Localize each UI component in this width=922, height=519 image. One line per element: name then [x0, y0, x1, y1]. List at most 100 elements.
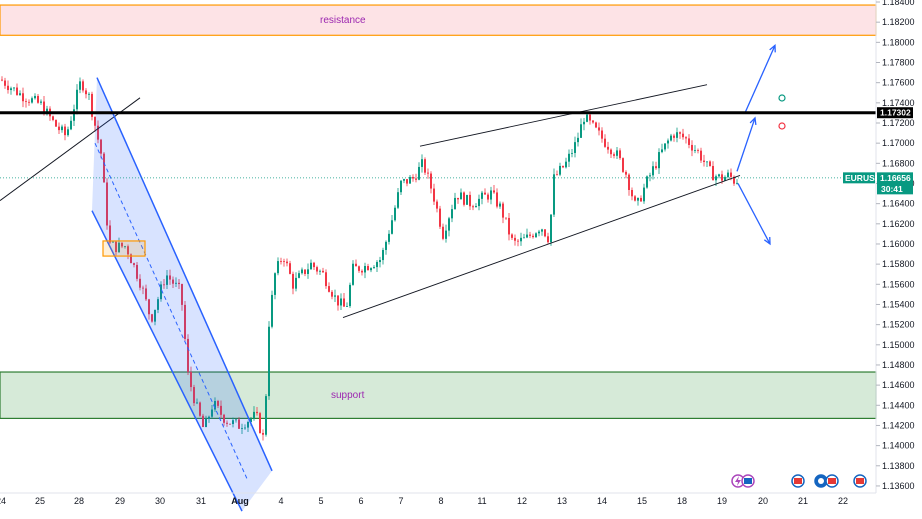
- candle: [331, 291, 333, 297]
- key-level-tag: 1.17302: [877, 107, 913, 119]
- channel-lower-line[interactable]: [91, 210, 243, 512]
- candle: [499, 203, 501, 207]
- candle: [154, 309, 156, 322]
- candle: [466, 194, 468, 205]
- candle: [514, 237, 516, 241]
- economic-events[interactable]: [731, 474, 867, 488]
- time-axis[interactable]: 24 25 28 29 30 31 Aug 4 5 6 7 8 11 12 13 14 15 18 19 20 21 22: [0, 496, 848, 506]
- candle: [262, 432, 264, 435]
- candle: [436, 201, 438, 209]
- candle: [16, 87, 18, 95]
- candle: [667, 140, 669, 144]
- candle: [352, 263, 354, 285]
- candle: [13, 87, 15, 89]
- candle: [88, 93, 90, 95]
- candle: [124, 246, 126, 248]
- candle: [28, 101, 30, 103]
- wedge-upper-line[interactable]: [419, 84, 708, 147]
- projection-arrow[interactable]: [737, 183, 771, 245]
- candle: [676, 132, 678, 138]
- candle: [376, 262, 378, 268]
- candle: [412, 176, 414, 179]
- candle: [580, 124, 582, 138]
- candle: [610, 149, 612, 155]
- candle: [277, 261, 279, 274]
- candle: [655, 166, 657, 169]
- candle: [61, 126, 63, 131]
- candle: [361, 270, 363, 273]
- drawings-layer[interactable]: [0, 0, 776, 512]
- candle: [58, 126, 60, 131]
- resistance-zone[interactable]: [0, 4, 877, 36]
- candle: [7, 85, 9, 91]
- trend-line[interactable]: [0, 97, 141, 202]
- candle: [289, 263, 291, 274]
- candle: [568, 153, 570, 162]
- candle: [403, 179, 405, 181]
- consolidation-box[interactable]: [102, 240, 146, 257]
- support-zone[interactable]: [0, 371, 877, 419]
- projection-arrow[interactable]: [744, 45, 776, 114]
- candle: [658, 152, 660, 169]
- candle: [733, 176, 735, 184]
- candle: [367, 265, 369, 271]
- price-axis[interactable]: 1.18400 1.18200 1.18000 1.17800 1.17600 1.174…: [876, 0, 915, 491]
- candle: [259, 413, 261, 433]
- candle: [139, 278, 141, 288]
- candle: [241, 428, 243, 429]
- candle: [715, 176, 717, 181]
- candle: [415, 178, 417, 180]
- candle: [25, 101, 27, 103]
- candle: [379, 260, 381, 263]
- support-label: support: [331, 390, 365, 401]
- candle: [550, 214, 552, 243]
- sell-signal-icon[interactable]: [778, 122, 786, 130]
- date-tick-label: 5: [318, 496, 323, 506]
- candle: [112, 241, 114, 243]
- candle: [628, 174, 630, 191]
- buy-signal-icon[interactable]: [778, 94, 786, 102]
- price-tick-label: 1.17000: [882, 138, 915, 148]
- candle: [394, 207, 396, 221]
- price-tick-label: 1.14000: [882, 441, 915, 451]
- projection-arrow[interactable]: [736, 117, 756, 172]
- us-flag-icon: [828, 478, 836, 484]
- candle: [685, 137, 687, 139]
- candle: [508, 217, 510, 235]
- candle: [229, 423, 231, 425]
- candle: [340, 298, 342, 306]
- candle: [76, 89, 78, 110]
- candle: [85, 90, 87, 95]
- candle: [463, 192, 465, 205]
- candle: [607, 146, 609, 150]
- candle: [547, 236, 549, 243]
- candle: [493, 190, 495, 193]
- price-tick-label: 1.13600: [882, 481, 915, 491]
- candle: [67, 129, 69, 136]
- candle: [295, 277, 297, 289]
- wedge-lower-line[interactable]: [342, 174, 741, 319]
- candle: [172, 279, 174, 284]
- candle: [538, 231, 540, 234]
- channel-fill: [92, 77, 272, 512]
- candle: [64, 126, 66, 136]
- candle: [625, 171, 627, 175]
- candle: [721, 174, 723, 181]
- candle: [208, 416, 210, 419]
- candle: [160, 284, 162, 300]
- candle: [238, 419, 240, 429]
- candle: [166, 275, 168, 285]
- candle: [571, 152, 573, 154]
- candle: [406, 179, 408, 184]
- candle: [421, 159, 423, 167]
- candle: [217, 400, 219, 406]
- channel-upper-line[interactable]: [96, 77, 273, 472]
- us-flag-icon: [744, 478, 752, 484]
- candle: [52, 116, 54, 120]
- candle: [703, 160, 705, 163]
- resistance-label: resistance: [320, 15, 366, 26]
- candle: [37, 95, 39, 103]
- candle: [673, 135, 675, 138]
- candle: [574, 142, 576, 153]
